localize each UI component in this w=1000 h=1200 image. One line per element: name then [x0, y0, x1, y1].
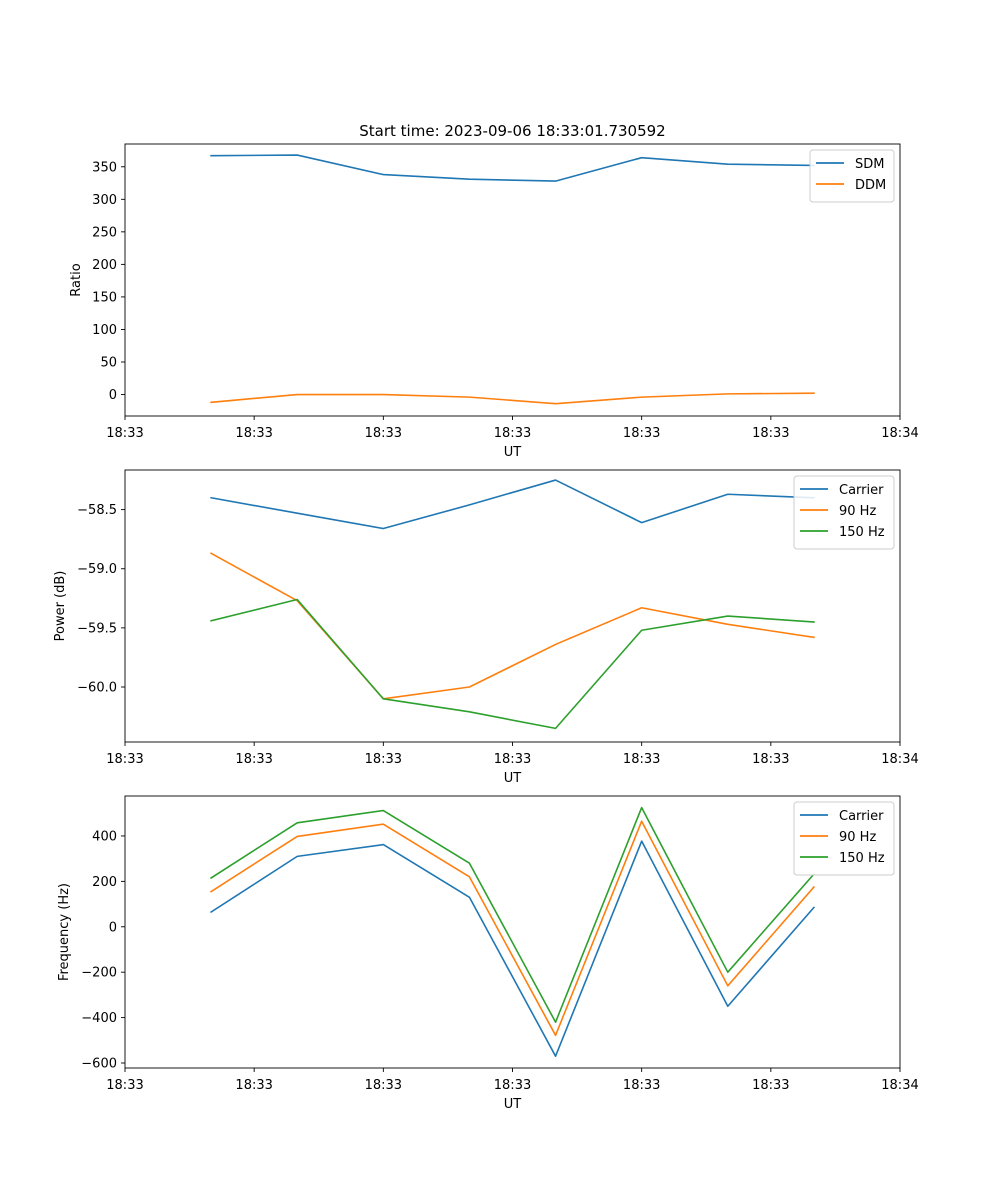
series-line-150-hz	[210, 598, 815, 730]
series-line-150-hz	[210, 806, 816, 1023]
chart-panel-2: 18:33 18:33 18:33 18:33 18:33 18:33 18:34 −60.0…	[53, 469, 919, 786]
legend-label: 90 Hz	[839, 504, 876, 519]
y-tick-label: 0	[109, 388, 117, 403]
legend-label: DDM	[855, 178, 886, 193]
legend: Carrier 90 Hz 150 Hz	[793, 801, 895, 876]
y-tick-label: −200	[81, 966, 117, 981]
x-tick-label: 18:34	[881, 752, 918, 767]
x-tick-label: 18:33	[106, 752, 143, 767]
y-axis-label: Frequency (Hz)	[57, 883, 72, 981]
x-tick-label: 18:33	[623, 752, 660, 767]
x-tick-label: 18:33	[235, 426, 272, 441]
y-tick-label: −400	[81, 1011, 117, 1026]
x-tick-label: 18:33	[494, 1078, 531, 1093]
y-tick-label: −60.0	[77, 681, 117, 696]
x-tick-label: 18:33	[365, 426, 402, 441]
y-tick-label: −600	[81, 1057, 117, 1072]
axes-frame	[124, 143, 901, 417]
axes-frame	[124, 469, 901, 743]
legend-label: Carrier	[839, 809, 884, 824]
y-axis-label: Power (dB)	[53, 571, 68, 642]
x-tick-label: 18:33	[235, 1078, 272, 1093]
y-axis-label: Ratio	[69, 263, 84, 296]
x-tick-label: 18:33	[365, 1078, 402, 1093]
x-tick-label: 18:33	[106, 1078, 143, 1093]
legend-label: 150 Hz	[839, 851, 885, 866]
legend: Carrier 90 Hz 150 Hz	[793, 475, 895, 550]
series-line-90-hz	[210, 820, 816, 1037]
x-axis-label: UT	[504, 1097, 522, 1112]
figure-title: Start time: 2023-09-06 18:33:01.730592	[359, 122, 665, 140]
x-tick-label: 18:33	[623, 1078, 660, 1093]
x-tick-label: 18:33	[623, 426, 660, 441]
axes-frame	[124, 795, 901, 1069]
legend-label: SDM	[855, 157, 884, 172]
series-line-carrier	[210, 840, 816, 1057]
series-line-90-hz	[210, 552, 815, 700]
y-tick-label: 200	[92, 258, 117, 273]
x-tick-label: 18:33	[752, 426, 789, 441]
y-tick-label: −59.0	[77, 562, 117, 577]
y-tick-label: 150	[92, 290, 117, 305]
legend-label: Carrier	[839, 483, 884, 498]
x-tick-label: 18:33	[752, 1078, 789, 1093]
y-tick-label: 0	[109, 920, 117, 935]
y-tick-label: −58.5	[77, 503, 117, 518]
y-tick-label: 400	[92, 829, 117, 844]
x-axis-label: UT	[504, 445, 522, 460]
legend-label: 90 Hz	[839, 830, 876, 845]
series-line-sdm	[210, 154, 815, 182]
y-tick-label: 250	[92, 225, 117, 240]
y-tick-label: 200	[92, 875, 117, 890]
legend: SDM DDM	[809, 149, 895, 203]
y-tick-label: 350	[92, 160, 117, 175]
x-tick-label: 18:34	[881, 1078, 918, 1093]
x-tick-label: 18:33	[494, 426, 531, 441]
chart-panel-1: 18:33 18:33 18:33 18:33 18:33 18:33 18:34 0 50 10…	[69, 143, 919, 460]
series-line-carrier	[210, 479, 815, 530]
x-tick-label: 18:33	[365, 752, 402, 767]
x-axis-label: UT	[504, 771, 522, 786]
x-tick-label: 18:33	[494, 752, 531, 767]
legend-label: 150 Hz	[839, 525, 885, 540]
y-tick-label: −59.5	[77, 621, 117, 636]
x-tick-label: 18:34	[881, 426, 918, 441]
series-line-ddm	[210, 392, 815, 405]
y-tick-label: 300	[92, 193, 117, 208]
y-tick-label: 100	[92, 323, 117, 338]
x-tick-label: 18:33	[106, 426, 143, 441]
x-tick-label: 18:33	[752, 752, 789, 767]
y-tick-label: 50	[100, 355, 117, 370]
chart-panel-3: 18:33 18:33 18:33 18:33 18:33 18:33 18:34 −600 −…	[57, 795, 919, 1112]
x-tick-label: 18:33	[235, 752, 272, 767]
